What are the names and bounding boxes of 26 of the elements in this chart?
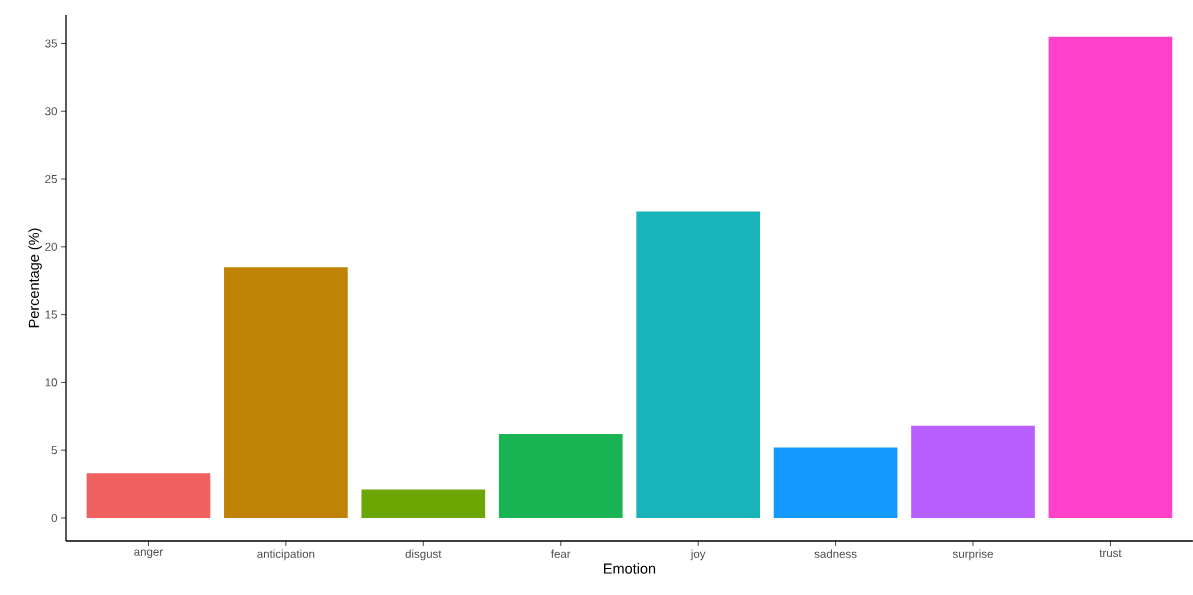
bar	[1048, 36, 1173, 518]
bar	[911, 425, 1035, 518]
bar	[86, 473, 211, 518]
y-axis-title: Percentage (%)	[28, 228, 42, 328]
bar	[224, 267, 348, 518]
bar	[498, 433, 623, 518]
x-axis-title: Emotion	[604, 563, 656, 574]
y-tick-label: 10	[45, 378, 58, 387]
y-tick-label: 15	[45, 310, 57, 319]
bar	[636, 211, 760, 518]
x-tick-label: anger	[134, 549, 163, 559]
bar	[361, 489, 486, 518]
y-tick-label: 20	[45, 242, 58, 251]
y-tick-label: 0	[51, 513, 58, 523]
x-tick-label: sadness	[814, 549, 857, 558]
bar	[773, 447, 898, 518]
y-tick-label: 5	[51, 446, 57, 455]
x-tick-label: trust	[1099, 549, 1122, 558]
x-tick-label: joy	[690, 549, 706, 561]
x-tick-label: fear	[550, 549, 571, 558]
y-tick-label: 25	[45, 174, 57, 184]
y-tick-label: 30	[45, 107, 58, 116]
x-tick-label: anticipation	[257, 549, 315, 561]
y-tick-label: 35	[45, 39, 57, 48]
x-tick-label: surprise	[952, 549, 993, 561]
x-tick-label: disgust	[405, 549, 442, 561]
